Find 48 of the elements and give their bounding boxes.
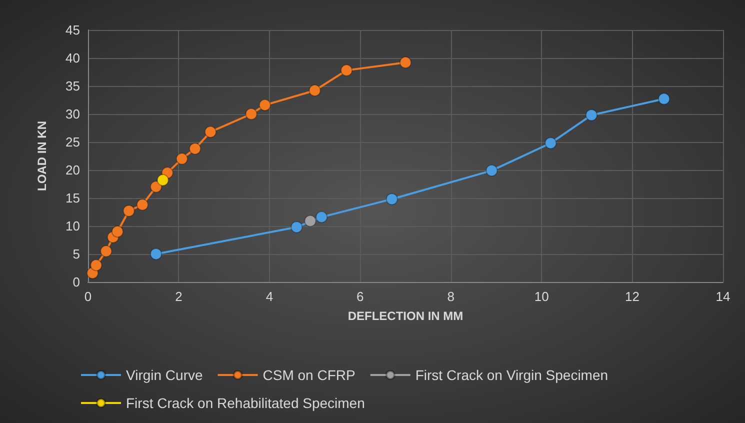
y-tick-label: 5 — [72, 246, 80, 262]
y-axis-title: LOAD IN KN — [35, 121, 49, 191]
point — [100, 245, 112, 258]
point — [150, 180, 162, 193]
y-tick-label: 30 — [66, 106, 80, 122]
legend-label: First Crack on Rehabilitated Specimen — [126, 395, 365, 411]
point — [150, 248, 162, 260]
x-tick-label: 0 — [84, 289, 92, 304]
x-tick-label: 6 — [356, 289, 364, 304]
x-tick-label: 2 — [175, 289, 182, 304]
point — [486, 164, 498, 177]
point — [585, 109, 598, 122]
y-tick-label: 45 — [66, 22, 80, 38]
point — [308, 84, 321, 96]
point — [90, 259, 102, 272]
point — [400, 56, 412, 68]
point — [176, 152, 188, 165]
point — [304, 214, 316, 227]
x-tick-label: 10 — [534, 289, 549, 304]
x-tick-label: 4 — [266, 289, 274, 304]
point — [189, 142, 202, 155]
point — [386, 193, 398, 206]
point — [290, 221, 303, 234]
point — [544, 137, 557, 150]
x-axis-title: DEFLECTION IN MM — [348, 309, 464, 323]
point — [258, 99, 271, 112]
y-tick-label: 15 — [66, 190, 80, 206]
x-tick-label: 14 — [716, 289, 730, 304]
point — [340, 64, 353, 76]
x-tick-label: 12 — [625, 289, 640, 304]
point — [136, 198, 148, 211]
legend-label: CSM on CFRP — [262, 367, 356, 383]
y-tick-label: 0 — [72, 274, 80, 290]
x-tick-label: 8 — [447, 289, 454, 304]
point — [204, 126, 216, 138]
legend-label: Virgin Curve — [126, 367, 203, 383]
point — [658, 92, 670, 105]
point — [122, 204, 135, 217]
point — [316, 211, 328, 224]
point — [245, 108, 258, 120]
y-tick-label: 20 — [66, 162, 80, 178]
y-tick-label: 25 — [66, 134, 80, 150]
y-tick-label: 40 — [66, 50, 80, 66]
legend-label: First Crack on Virgin Specimen — [415, 367, 608, 383]
y-tick-label: 35 — [66, 78, 80, 94]
point — [156, 174, 169, 186]
point — [111, 226, 124, 238]
y-tick-label: 10 — [66, 218, 80, 234]
